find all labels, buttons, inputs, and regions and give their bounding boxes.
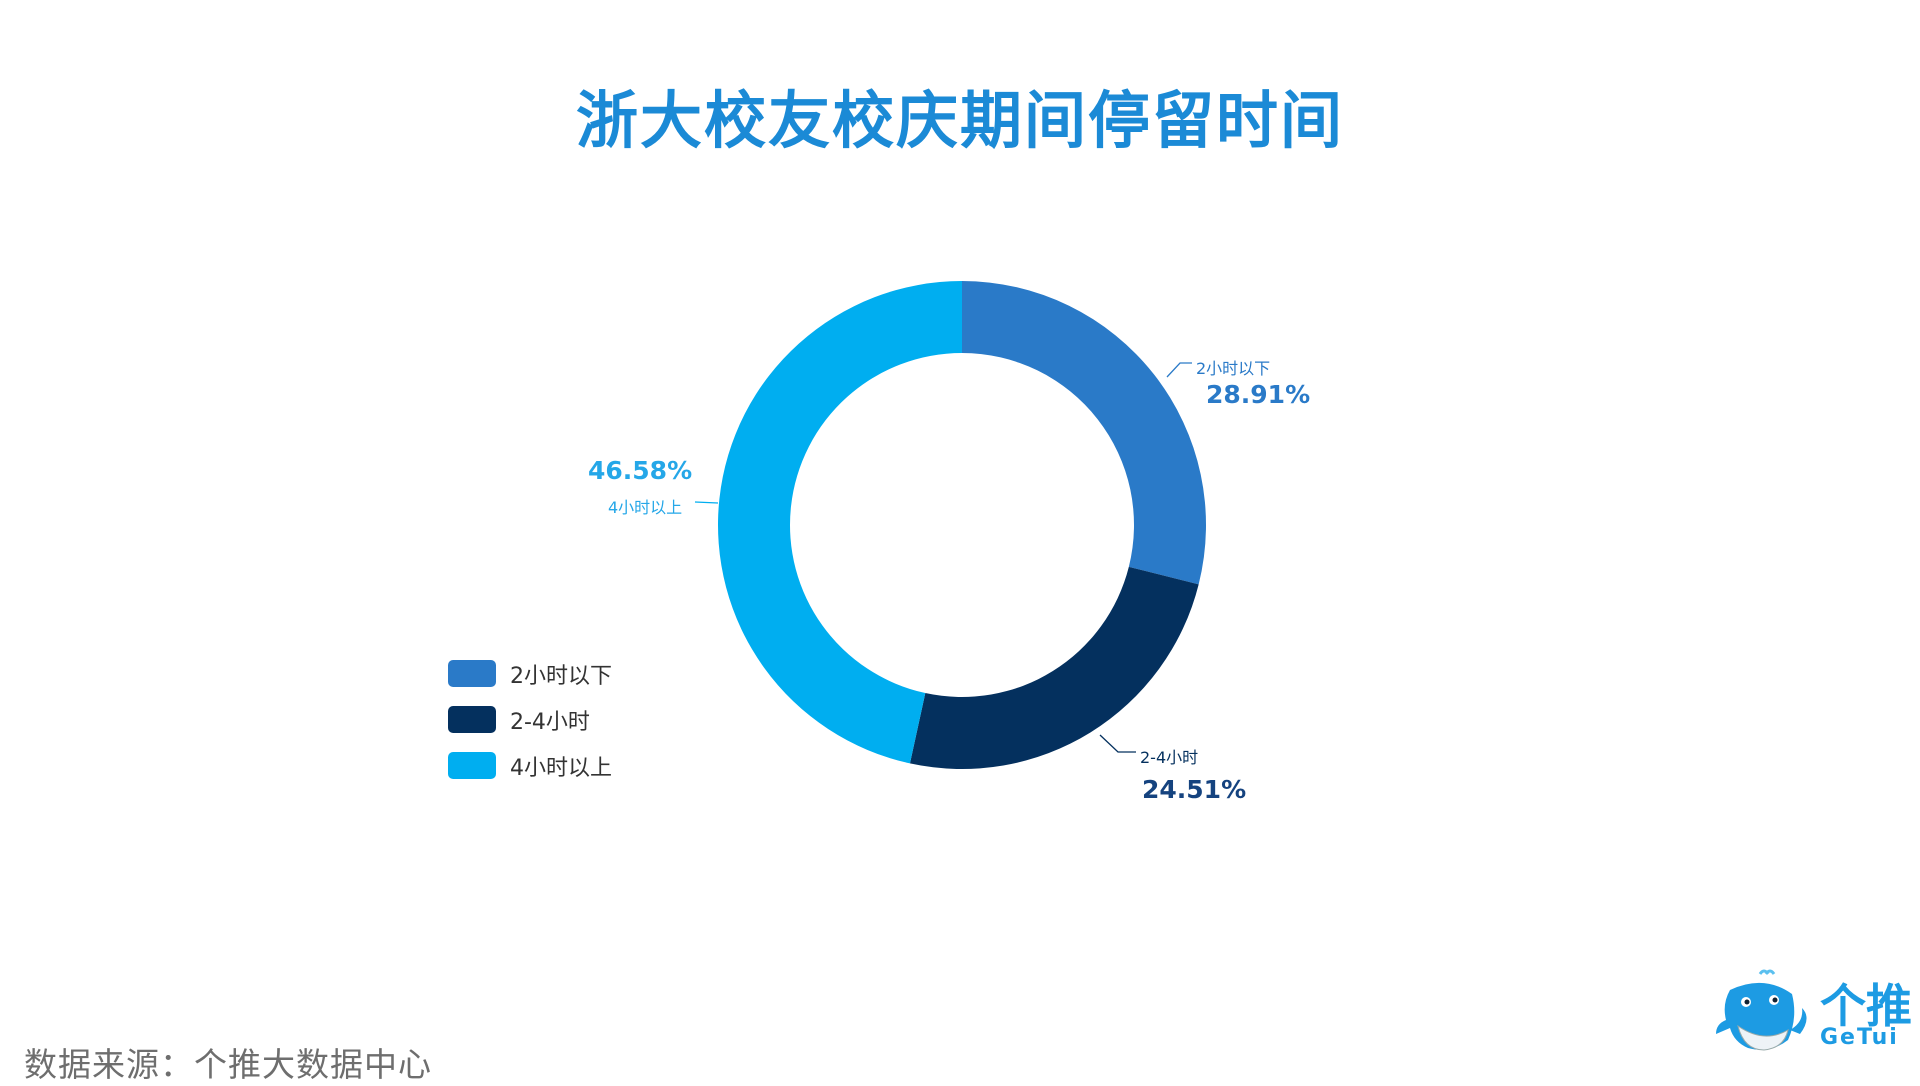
- label-seg2-name: 2-4小时: [1140, 748, 1199, 767]
- getui-logo: 个推 GeTui: [1712, 968, 1912, 1058]
- whale-icon: [1716, 969, 1807, 1051]
- leader-line-seg3: [694, 501, 719, 504]
- legend-item[interactable]: 2-4小时: [448, 706, 612, 735]
- label-seg2-pct: 24.51%: [1142, 775, 1247, 804]
- label-seg1-name: 2小时以下: [1196, 359, 1271, 378]
- legend-swatch: [448, 660, 496, 687]
- leader-line-seg2: [1099, 734, 1136, 753]
- legend-label: 4小时以上: [510, 755, 612, 781]
- leader-line-seg1: [1166, 362, 1192, 378]
- label-seg3-name: 4小时以上: [608, 498, 683, 517]
- label-seg3-pct: 46.58%: [588, 456, 693, 485]
- donut-segment[interactable]: [962, 281, 1207, 585]
- legend-label: 2小时以下: [510, 663, 612, 689]
- logo-text-cn: 个推: [1820, 979, 1912, 1033]
- legend-label: 2-4小时: [510, 709, 590, 735]
- donut-segment[interactable]: [909, 566, 1199, 770]
- legend-swatch: [448, 706, 496, 733]
- legend: 2小时以下 2-4小时 4小时以上: [448, 660, 612, 798]
- legend-swatch: [448, 752, 496, 779]
- logo-text-en: GeTui: [1820, 1025, 1899, 1050]
- data-source: 数据来源：个推大数据中心: [24, 1045, 432, 1084]
- chart-title: 浙大校友校庆期间停留时间: [575, 84, 1344, 157]
- donut-segments: [717, 281, 1207, 770]
- legend-item[interactable]: 2小时以下: [448, 660, 612, 689]
- donut-segment[interactable]: [717, 281, 962, 764]
- legend-item[interactable]: 4小时以上: [448, 752, 612, 781]
- label-seg1-pct: 28.91%: [1206, 380, 1311, 409]
